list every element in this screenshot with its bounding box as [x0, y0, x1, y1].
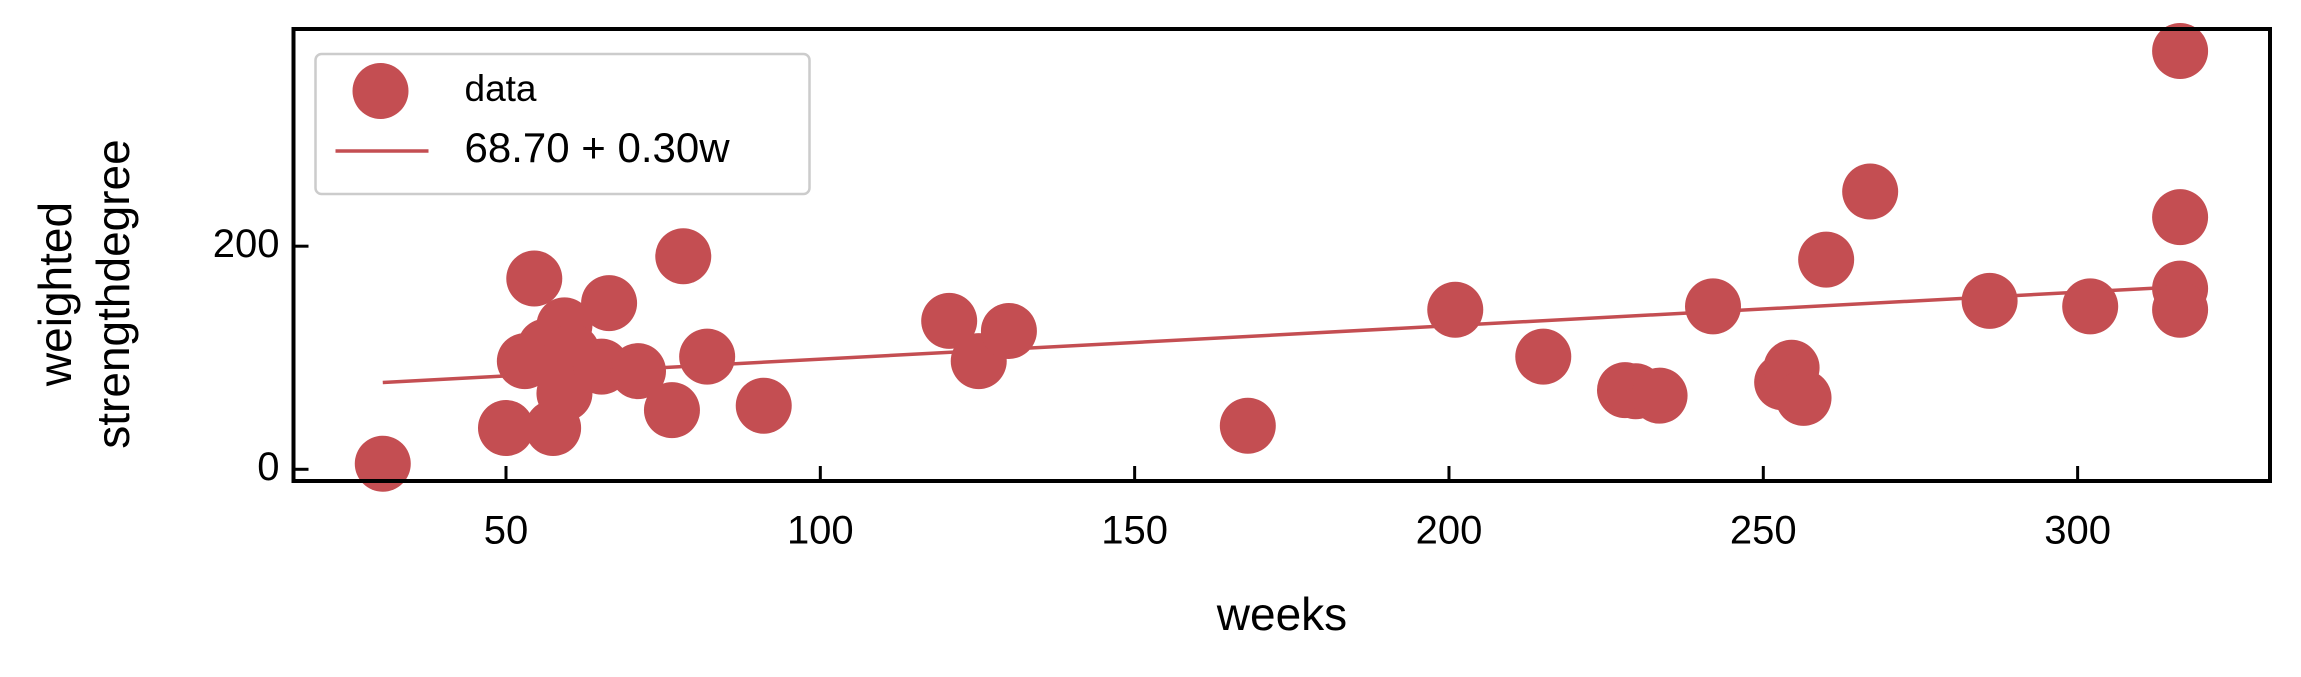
data-point	[581, 275, 638, 332]
data-point	[1219, 397, 1276, 454]
data-point	[1631, 367, 1688, 424]
data-point	[655, 228, 712, 285]
data-point	[2062, 278, 2119, 335]
data-point	[1427, 281, 1484, 338]
fit-line	[382, 285, 2181, 385]
data-point	[2152, 22, 2209, 79]
legend-marker	[352, 63, 409, 119]
data-point	[679, 328, 736, 385]
data-point	[1515, 328, 1572, 385]
data-point	[610, 343, 667, 400]
data-point	[2152, 189, 2209, 246]
x-tick-label: 150	[1101, 509, 1168, 553]
y-tick-label: 0	[257, 445, 279, 489]
x-tick-label: 250	[1730, 509, 1797, 553]
data-point	[921, 292, 978, 349]
data-point	[735, 377, 792, 434]
x-tick-label: 300	[2044, 509, 2111, 553]
legend-box	[314, 52, 811, 196]
legend-label: data	[465, 68, 537, 109]
plot-frame	[291, 27, 2272, 483]
legend-label: 68.70 + 0.30w	[465, 124, 731, 171]
data-point	[1961, 272, 2018, 329]
data-point	[1775, 369, 1832, 426]
x-tick-label: 50	[484, 509, 529, 553]
data-point	[1798, 231, 1855, 288]
data-point	[2152, 281, 2209, 338]
data-point	[1685, 278, 1742, 335]
x-tick-label: 200	[1416, 509, 1483, 553]
x-tick-label: 100	[787, 509, 854, 553]
x-axis-label: weeks	[1216, 588, 1347, 640]
data-point	[354, 435, 411, 492]
data-point	[980, 302, 1037, 359]
data-point	[643, 382, 700, 439]
y-axis-label: weighted	[29, 202, 81, 387]
data-point	[477, 400, 534, 457]
y-tick-label: 200	[213, 222, 280, 266]
y-axis-label: strengthdegree	[87, 139, 139, 448]
data-point	[1842, 163, 1899, 220]
data-point	[506, 250, 563, 307]
